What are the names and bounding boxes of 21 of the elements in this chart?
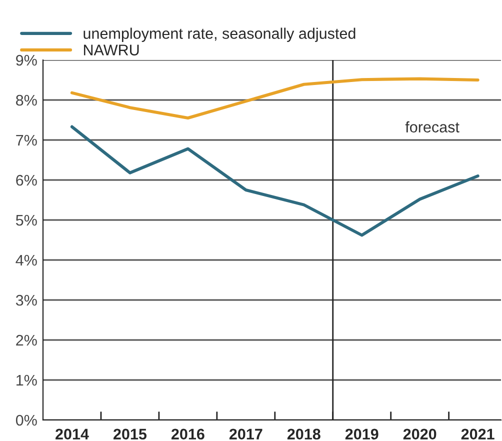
y-tick-label: 6% — [16, 174, 37, 186]
y-tick-label: 0% — [16, 414, 37, 426]
y-tick-label: 4% — [16, 254, 37, 266]
x-tick-label: 2015 — [114, 428, 147, 440]
y-tick-label: 8% — [16, 94, 37, 106]
x-tick-label: 2017 — [229, 428, 262, 440]
x-tick-label: 2014 — [56, 428, 89, 440]
legend-label: NAWRU — [84, 44, 139, 56]
y-tick-label: 3% — [16, 294, 37, 306]
y-tick-label: 1% — [16, 374, 37, 386]
y-tick-label: 7% — [16, 134, 37, 146]
x-tick-label: 2018 — [287, 428, 320, 440]
x-tick-label: 2020 — [403, 428, 436, 440]
x-tick-label: 2021 — [461, 428, 494, 440]
y-tick-label: 9% — [16, 54, 37, 66]
x-tick-label: 2016 — [171, 428, 204, 440]
y-tick-label: 2% — [16, 334, 37, 346]
annotation: forecast — [405, 121, 460, 132]
x-tick-label: 2019 — [345, 428, 378, 440]
y-tick-label: 5% — [16, 214, 37, 226]
legend-label: unemployment rate, seasonally adjusted — [84, 28, 356, 42]
